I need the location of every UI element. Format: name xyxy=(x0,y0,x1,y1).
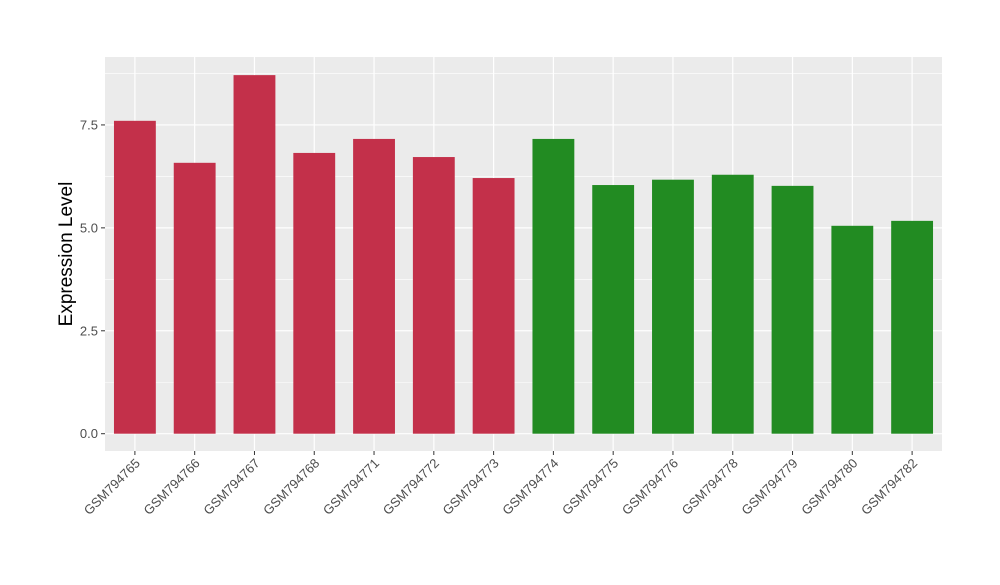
x-tick-label: GSM794773 xyxy=(440,456,502,518)
bars xyxy=(113,75,934,434)
x-tick-label: GSM794766 xyxy=(141,456,203,518)
bar-GSM794767 xyxy=(233,75,276,434)
bar-GSM794776 xyxy=(652,179,694,434)
x-tick-label: GSM794772 xyxy=(380,456,442,518)
x-tick-label: GSM794768 xyxy=(260,456,322,518)
y-axis-label: Expression Level xyxy=(56,182,77,327)
y-tick-label: 7.5 xyxy=(80,117,98,132)
x-tick-label: GSM794774 xyxy=(499,456,561,518)
bar-GSM794772 xyxy=(412,157,455,434)
x-tick-label: GSM794782 xyxy=(858,456,920,518)
x-tick-label: GSM794775 xyxy=(559,456,621,518)
bar-GSM794773 xyxy=(472,178,515,434)
x-axis-ticks: GSM794765GSM794766GSM794767GSM794768GSM7… xyxy=(81,451,920,518)
bar-GSM794782 xyxy=(891,220,934,434)
bar-GSM794774 xyxy=(532,138,575,434)
x-tick-label: GSM794765 xyxy=(81,456,143,518)
x-tick-label: GSM794767 xyxy=(200,456,262,518)
x-tick-label: GSM794778 xyxy=(679,456,741,518)
x-tick-label: GSM794780 xyxy=(798,456,860,518)
x-tick-label: GSM794776 xyxy=(619,456,681,518)
x-tick-label: GSM794779 xyxy=(738,456,800,518)
y-axis-ticks: 0.0 2.5 5.0 7.5 xyxy=(80,117,105,441)
y-tick-label: 0.0 xyxy=(80,426,98,441)
bar-GSM794771 xyxy=(353,138,395,434)
x-tick-label: GSM794771 xyxy=(320,456,382,518)
bar-GSM794765 xyxy=(113,120,156,434)
y-tick-label: 2.5 xyxy=(80,323,98,338)
bar-GSM794778 xyxy=(711,174,754,434)
bar-GSM794766 xyxy=(173,162,216,434)
bar-GSM794780 xyxy=(831,225,874,434)
y-tick-label: 5.0 xyxy=(80,220,98,235)
bar-GSM794775 xyxy=(592,185,635,434)
bar-GSM794779 xyxy=(771,185,814,434)
bar-GSM794768 xyxy=(293,152,336,434)
plot-panel xyxy=(105,57,942,451)
